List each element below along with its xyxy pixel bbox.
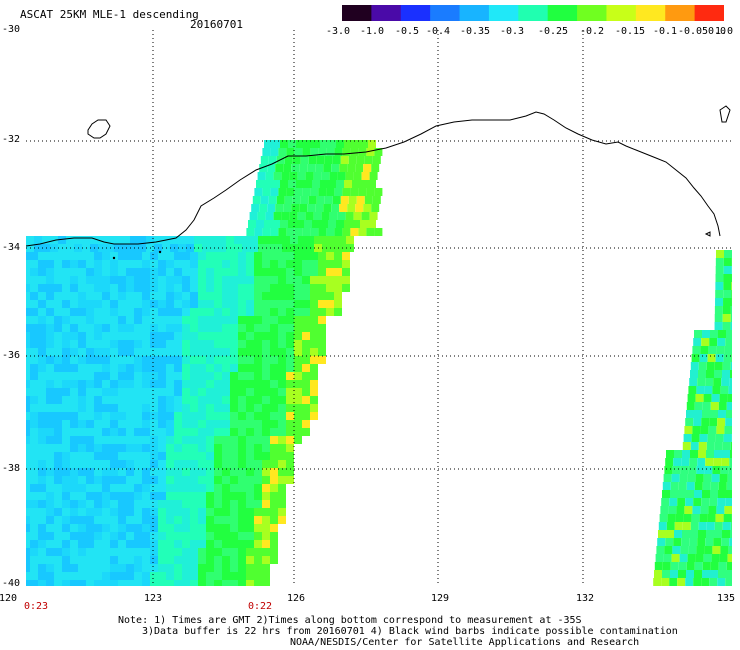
color-scale-swatch (577, 5, 607, 21)
map-date: 20160701 (190, 18, 243, 31)
color-scale-label: -0.15 (614, 26, 646, 37)
color-scale-labels: -3.0 -1.0 -0.5 -0.4 -0.35 -0.3 -0.25 -0.2 -0.15-… (320, 26, 740, 38)
lon-label-126: 126 (286, 593, 306, 604)
pass-time-left: 0:23 (24, 601, 49, 612)
pass-time-middle: 0:22 (248, 601, 273, 612)
color-scale-label: -0.2 (579, 26, 605, 37)
coast-dots (112, 250, 162, 260)
scatterometer-swaths (26, 140, 732, 586)
color-scale-label: -0.5 (394, 26, 420, 37)
lon-label-123: 123 (143, 593, 163, 604)
lat-label-40: -40 (2, 578, 21, 589)
lon-label-120: 120 (0, 593, 18, 604)
lon-label-129: 129 (430, 593, 450, 604)
lat-label-32: -32 (2, 134, 21, 145)
lat-label-38: -38 (2, 463, 21, 474)
coast-east-island (719, 105, 731, 123)
color-scale-label: -0.3 (499, 26, 525, 37)
coastline (26, 111, 721, 247)
map-title: ASCAT 25KM MLE-1 descending (20, 8, 199, 21)
notes-block: Note: 1) Times are GMT 2)Times along bot… (118, 615, 678, 648)
color-scale-label: -0.1 (652, 26, 678, 37)
color-scale-label: -3.0 (325, 26, 351, 37)
color-scale-swatch (459, 5, 490, 21)
color-scale-label: -0.4 (425, 26, 451, 37)
lon-label-132: 132 (575, 593, 595, 604)
color-scale-swatch (371, 5, 402, 21)
color-scale-swatch (342, 5, 372, 21)
color-scale-bar (342, 5, 724, 21)
color-scale-swatch (665, 5, 696, 21)
color-scale-swatch (635, 5, 666, 21)
wind-map (26, 30, 732, 586)
color-scale-swatch (430, 5, 461, 21)
note-line-1: Note: 1) Times are GMT 2)Times along bot… (118, 615, 582, 626)
coast-east-island-small (704, 231, 711, 237)
color-scale-label: -0.05 (677, 26, 709, 37)
color-scale-swatch (606, 5, 637, 21)
lat-label-34: -34 (2, 242, 21, 253)
color-scale-swatch (518, 5, 549, 21)
color-scale-label: -1.0 (359, 26, 385, 37)
color-scale-swatch (488, 5, 519, 21)
lon-label-135: 135 (716, 593, 736, 604)
lat-label-36: -36 (2, 350, 21, 361)
color-scale-label: 0.0 (707, 26, 727, 37)
color-scale-label: -0.25 (537, 26, 569, 37)
color-scale-swatch (547, 5, 578, 21)
color-scale-swatch (400, 5, 431, 21)
lat-label-30: -30 (2, 24, 21, 35)
note-line-3: NOAA/NESDIS/Center for Satellite Applica… (290, 637, 640, 648)
lat-lon-grid (26, 30, 732, 586)
color-scale-swatch (694, 5, 724, 21)
coast-island (87, 119, 111, 139)
note-line-2: 3)Data buffer is 22 hrs from 20160701 4)… (142, 626, 678, 637)
color-scale-label: 1.0 (714, 26, 734, 37)
color-scale-label: -0.35 (459, 26, 491, 37)
